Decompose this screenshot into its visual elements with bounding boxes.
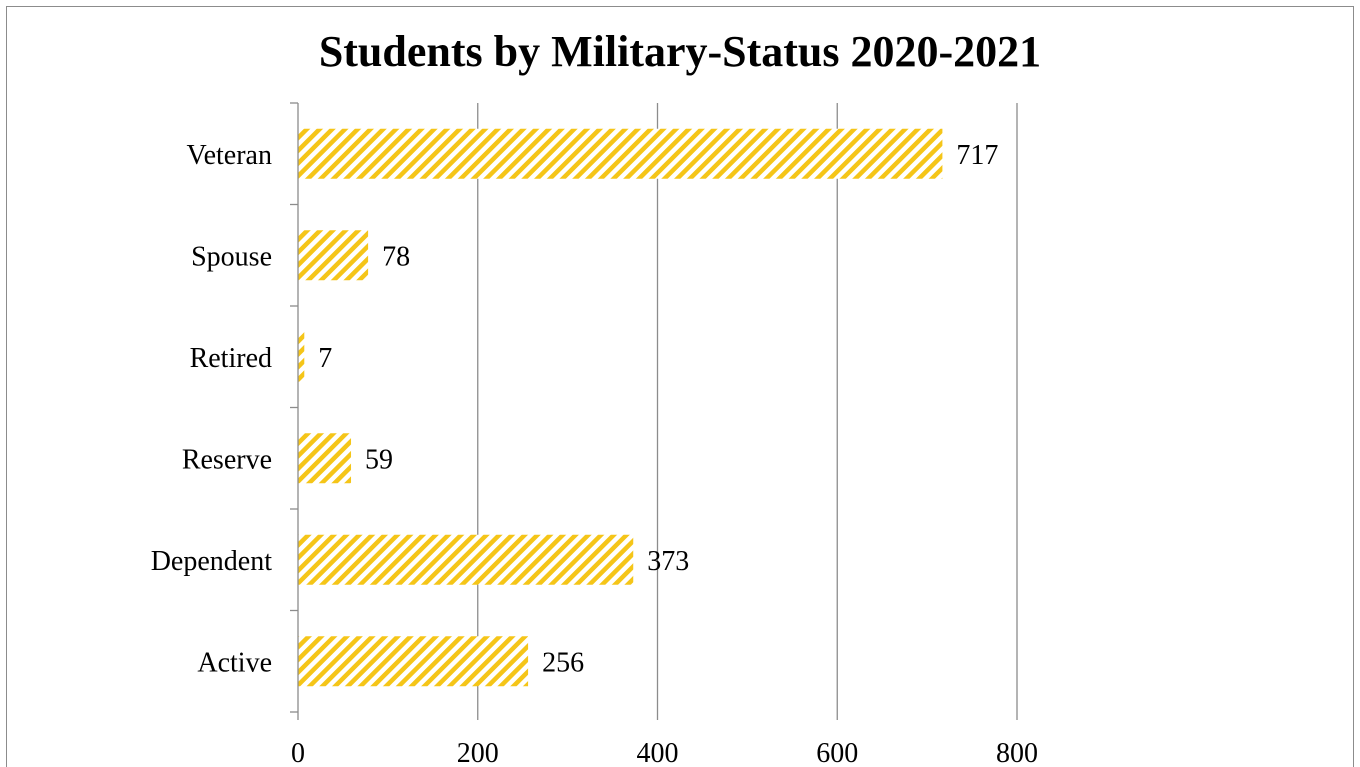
x-tick-label: 400 [637,738,679,767]
x-tick-label: 0 [291,738,305,767]
bar-value-label: 717 [956,140,998,171]
bar-value-label: 373 [647,546,689,577]
bar [298,534,634,585]
bar [298,230,369,281]
x-tick-label: 800 [996,738,1038,767]
y-category-label: Retired [190,343,272,374]
y-category-label: Reserve [182,444,272,475]
bar-value-label: 78 [382,241,410,272]
bar [298,331,305,382]
y-category-label: Veteran [186,140,272,171]
x-tick-label: 200 [457,738,499,767]
bar [298,433,352,484]
bar-value-label: 59 [365,444,393,475]
y-category-label: Spouse [191,241,272,272]
chart-title: Students by Military-Status 2020-2021 [318,27,1042,76]
y-category-label: Active [197,647,272,678]
bar-value-label: 7 [318,343,332,374]
bar [298,128,943,179]
y-category-label: Dependent [151,546,273,577]
bar [298,636,529,687]
bar-value-label: 256 [542,647,584,678]
x-tick-label: 600 [816,738,858,767]
